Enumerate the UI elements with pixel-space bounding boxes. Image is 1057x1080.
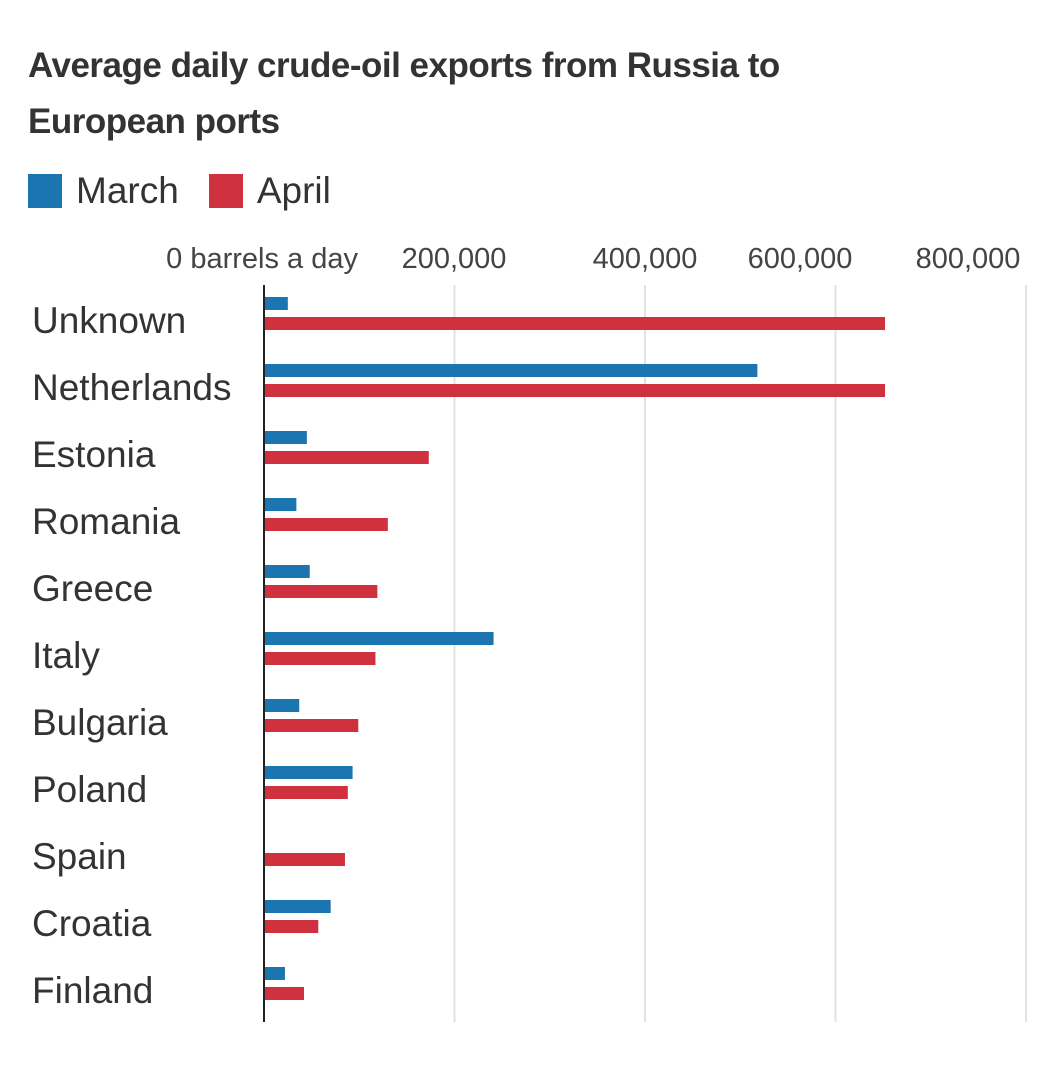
bar-april bbox=[264, 987, 305, 1000]
x-tick-label: 600,000 bbox=[748, 243, 853, 275]
bar-april bbox=[264, 920, 319, 933]
category-label: Spain bbox=[32, 836, 127, 877]
bar-march bbox=[264, 766, 353, 779]
bar-april bbox=[264, 585, 378, 598]
category-label: Italy bbox=[32, 635, 100, 676]
category-label: Bulgaria bbox=[32, 702, 168, 743]
x-tick-label: 200,000 bbox=[402, 243, 507, 275]
bar-march bbox=[264, 297, 288, 310]
category-label: Poland bbox=[32, 769, 147, 810]
x-tick-label: 800,000 bbox=[916, 243, 1021, 275]
bar-april bbox=[264, 853, 345, 866]
legend-item-april: April bbox=[208, 170, 331, 212]
bar-april bbox=[264, 518, 388, 531]
legend-label-april: April bbox=[256, 170, 331, 211]
bar-april bbox=[264, 652, 376, 665]
category-label: Greece bbox=[32, 568, 153, 609]
legend-swatch-april bbox=[208, 174, 243, 208]
bar-march bbox=[264, 364, 758, 377]
legend-label-march: March bbox=[76, 170, 179, 211]
legend-item-march: March bbox=[28, 170, 179, 212]
category-label: Unknown bbox=[32, 300, 186, 341]
bar-april bbox=[264, 384, 886, 397]
bar-march bbox=[264, 699, 300, 712]
bar-april bbox=[264, 786, 348, 799]
category-label: Romania bbox=[32, 501, 180, 542]
bar-march bbox=[264, 967, 285, 980]
bar-march bbox=[264, 498, 297, 511]
x-tick-label: 400,000 bbox=[593, 243, 698, 275]
bar-april bbox=[264, 317, 886, 330]
bar-march bbox=[264, 431, 307, 444]
category-label: Finland bbox=[32, 970, 153, 1011]
legend: March April bbox=[28, 170, 361, 212]
category-label: Estonia bbox=[32, 434, 156, 475]
bar-march bbox=[264, 900, 331, 913]
category-label: Croatia bbox=[32, 903, 152, 944]
x-tick-label: 0 barrels a day bbox=[166, 243, 358, 275]
bar-march bbox=[264, 565, 310, 578]
bar-march bbox=[264, 632, 494, 645]
chart-title: Average daily crude-oil exports from Rus… bbox=[28, 46, 780, 141]
bar-april bbox=[264, 451, 429, 464]
legend-swatch-march bbox=[28, 174, 62, 208]
bar-april bbox=[264, 719, 359, 732]
category-label: Netherlands bbox=[32, 367, 232, 408]
